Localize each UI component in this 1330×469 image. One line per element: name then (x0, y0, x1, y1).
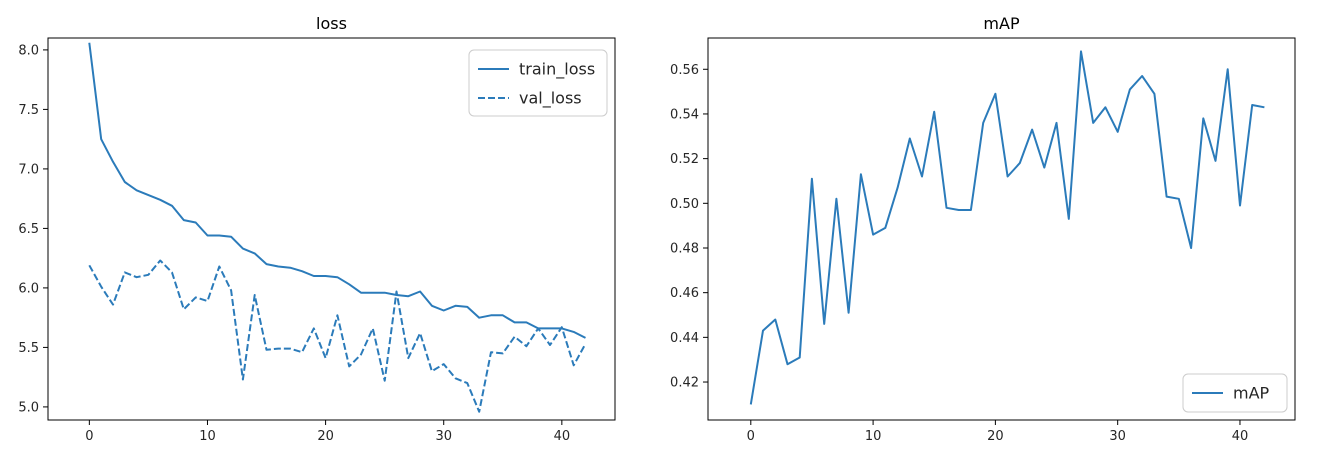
x-tick-label: 20 (987, 429, 1004, 444)
series-line-train-loss (88, 42, 586, 339)
y-tick-label: 0.56 (670, 63, 699, 78)
x-tick-label: 0 (747, 429, 755, 444)
y-tick-label: 8.0 (18, 43, 39, 58)
x-tick-label: 10 (199, 429, 216, 444)
y-tick-label: 6.0 (18, 281, 39, 296)
series-line-val-loss (88, 259, 587, 413)
y-tick-label: 0.52 (670, 152, 699, 167)
legend-box (1182, 373, 1288, 413)
y-tick-label: 0.44 (670, 331, 699, 346)
legend-box (468, 49, 608, 117)
y-tick-label: 6.5 (18, 222, 39, 237)
legend-label-mAP: mAP (1233, 384, 1270, 403)
x-tick-label: 10 (865, 429, 882, 444)
plot-frame (47, 37, 616, 421)
y-tick-label: 0.50 (670, 197, 699, 212)
chart-panel-2: mAP 0 10 20 30 40 0.42 0.44 0.46 0.48 0.50 0.52 0.54… (670, 14, 1296, 444)
y-tick-label: 0.46 (670, 286, 699, 301)
x-tick-label: 30 (435, 429, 452, 444)
legend: train_loss val_loss (468, 49, 608, 117)
chart-title: loss (316, 14, 347, 33)
y-tick-label: 7.0 (18, 162, 39, 177)
x-tick-label: 40 (1232, 429, 1249, 444)
series-line-mAP (749, 50, 1265, 405)
y-tick-label: 5.5 (18, 341, 39, 356)
y-tick-label: 7.5 (18, 103, 39, 118)
chart-title: mAP (983, 14, 1020, 33)
x-tick-label: 40 (554, 429, 571, 444)
legend-label-val-loss: val_loss (519, 89, 582, 109)
plot-frame (707, 37, 1296, 421)
legend-label-train-loss: train_loss (519, 60, 595, 80)
legend: mAP (1182, 373, 1288, 413)
x-tick-label: 30 (1109, 429, 1126, 444)
y-tick-label: 0.48 (670, 241, 699, 256)
y-tick-label: 0.42 (670, 376, 699, 391)
x-tick-label: 20 (317, 429, 334, 444)
y-tick-label: 5.0 (18, 400, 39, 415)
x-tick-label: 0 (85, 429, 93, 444)
chart-panel-1: loss 0 10 20 30 40 5.0 5.5 6.0 6.5 7.0 7.5 8.0 train_… (18, 14, 616, 444)
y-tick-label: 0.54 (670, 107, 699, 122)
